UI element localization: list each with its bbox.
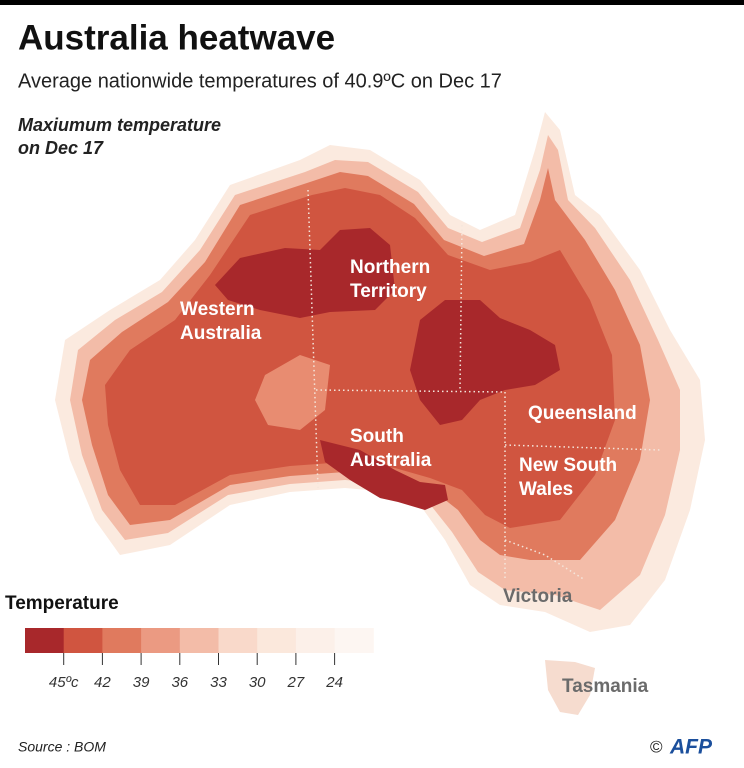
legend-tick-label: 30: [249, 674, 266, 691]
region-label: Victoria: [503, 586, 573, 607]
region-label: Tasmania: [562, 676, 649, 697]
legend-tick-label: 33: [210, 674, 227, 691]
legend-swatch: [179, 628, 219, 653]
title: Australia heatwave: [18, 18, 335, 57]
legend-swatch: [218, 628, 258, 653]
copyright: ©: [650, 737, 663, 756]
legend-tick-label: 27: [287, 674, 305, 691]
legend-tick-label: 24: [325, 674, 343, 691]
region-label: Queensland: [528, 403, 637, 424]
map-label: Maxiumum temperature: [18, 115, 221, 135]
state-border: [504, 444, 661, 451]
legend-swatch: [25, 628, 65, 653]
legend-swatch: [334, 628, 374, 653]
map: [55, 112, 705, 715]
legend-swatch: [63, 628, 103, 653]
state-border: [307, 189, 319, 489]
region-label: Western Australia: [180, 299, 262, 344]
zone-hottest-south: [320, 440, 448, 510]
state-border: [315, 389, 506, 393]
legend-swatch: [257, 628, 297, 653]
legend-tick-label: 36: [171, 674, 188, 691]
legend-swatch: [141, 628, 181, 653]
region-label: New South Wales: [519, 455, 617, 500]
zone-hottest-north: [215, 228, 395, 318]
zone-warm-centre: [255, 355, 330, 430]
legend-tick-label: 42: [94, 674, 111, 691]
zone-hottest-east: [410, 300, 560, 425]
legend-tick-label: 39: [133, 674, 150, 691]
top-rule: [0, 0, 744, 5]
tasmania: [545, 660, 595, 715]
legend-tick-label: 45ºc: [49, 674, 79, 691]
legend-swatch: [102, 628, 142, 653]
legend-swatch: [295, 628, 336, 653]
subtitle: Average nationwide temperatures of 40.9º…: [18, 70, 502, 92]
state-border: [459, 224, 463, 391]
legend-title: Temperature: [5, 593, 119, 614]
region-label: Northern Territory: [350, 257, 430, 302]
legend: Temperature 45ºc 42 39 36 33 30 27 24: [5, 593, 374, 691]
logo: AFP: [669, 736, 713, 759]
map-label: on Dec 17: [18, 138, 104, 158]
region-labels: Western Australia Northern Territory South…: [180, 257, 649, 697]
region-label: South Australia: [350, 426, 432, 471]
state-border: [504, 539, 586, 581]
source: Source : BOM: [18, 739, 106, 755]
